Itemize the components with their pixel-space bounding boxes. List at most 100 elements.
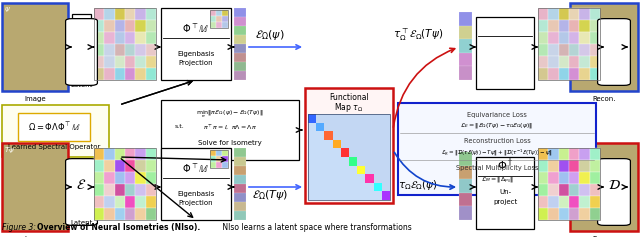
Text: $T\psi$: $T\psi$	[4, 145, 15, 155]
Text: Equivariance Loss: Equivariance Loss	[467, 112, 527, 118]
Bar	[589, 32, 600, 44]
Text: Un-: Un-	[499, 49, 511, 55]
Bar	[382, 131, 390, 140]
Bar	[559, 196, 569, 208]
Bar	[579, 8, 589, 20]
Bar	[365, 166, 374, 174]
Bar	[222, 22, 228, 28]
Bar	[569, 172, 579, 184]
Text: $\tau_\Omega\mathcal{E}_\Omega(\psi)$: $\tau_\Omega\mathcal{E}_\Omega(\psi)$	[398, 178, 438, 192]
Bar	[365, 174, 374, 183]
Bar	[104, 172, 115, 184]
Bar	[382, 123, 390, 131]
Bar	[559, 8, 569, 20]
Bar	[308, 114, 316, 123]
Bar	[125, 196, 135, 208]
Bar	[115, 184, 125, 196]
Bar	[104, 68, 115, 80]
Bar	[569, 208, 579, 220]
Bar	[146, 32, 156, 44]
Bar	[538, 148, 548, 160]
Bar	[146, 44, 156, 56]
Bar	[559, 184, 569, 196]
Text: $\Phi^\dagger$: $\Phi^\dagger$	[497, 17, 513, 33]
Bar	[210, 150, 228, 168]
Bar	[94, 44, 104, 56]
Bar	[125, 208, 135, 220]
Bar	[125, 148, 135, 160]
Bar	[324, 114, 333, 123]
Bar	[146, 68, 156, 80]
FancyBboxPatch shape	[598, 159, 630, 225]
Bar	[94, 8, 104, 20]
Bar	[365, 157, 374, 166]
Bar	[115, 8, 125, 20]
Bar	[579, 44, 589, 56]
Bar	[234, 62, 246, 71]
Bar	[94, 32, 104, 44]
Bar	[216, 10, 222, 16]
Bar	[135, 8, 146, 20]
Bar	[333, 131, 341, 140]
Bar	[216, 162, 222, 168]
Bar	[125, 56, 135, 68]
Bar	[316, 114, 324, 123]
Text: Image: Image	[24, 236, 46, 237]
Bar	[94, 20, 104, 32]
Bar	[349, 114, 357, 123]
Bar	[125, 44, 135, 56]
Text: $\mathcal{E}$: $\mathcal{E}$	[76, 38, 86, 52]
Bar	[357, 131, 365, 140]
Bar	[579, 148, 589, 160]
Bar	[569, 160, 579, 172]
Bar	[115, 148, 125, 160]
Bar	[459, 152, 472, 166]
Bar	[234, 166, 246, 175]
Bar	[115, 56, 125, 68]
Text: Solve for Isometry: Solve for Isometry	[198, 140, 262, 146]
Text: Latent: Latent	[70, 82, 93, 88]
Bar	[234, 202, 246, 211]
Bar	[459, 66, 472, 80]
Bar	[341, 148, 349, 157]
Bar	[94, 56, 104, 68]
Bar	[324, 131, 333, 140]
Text: Recon.: Recon.	[592, 236, 616, 237]
Bar	[104, 20, 115, 32]
Bar	[548, 208, 559, 220]
Bar	[569, 148, 579, 160]
Bar	[210, 150, 216, 156]
Bar	[104, 32, 115, 44]
Bar	[125, 32, 135, 44]
Bar	[216, 16, 222, 22]
Bar	[349, 123, 357, 131]
Text: $\tau_\Omega^\top\mathcal{E}_\Omega(T\psi)$: $\tau_\Omega^\top\mathcal{E}_\Omega(T\ps…	[393, 27, 443, 43]
Text: Learned Spectral Operator: Learned Spectral Operator	[8, 144, 100, 150]
Bar	[308, 114, 390, 200]
Text: $\Phi^\dagger$: $\Phi^\dagger$	[497, 157, 513, 173]
Bar	[234, 71, 246, 80]
Bar	[135, 32, 146, 44]
Bar	[382, 183, 390, 191]
Bar	[146, 184, 156, 196]
Bar	[94, 196, 104, 208]
Bar	[222, 150, 228, 156]
Bar	[333, 140, 341, 148]
Bar	[538, 208, 548, 220]
Bar	[146, 208, 156, 220]
Bar	[234, 211, 246, 220]
Bar	[382, 114, 390, 123]
Bar	[94, 148, 104, 160]
Bar	[135, 68, 146, 80]
Bar	[210, 16, 216, 22]
Bar	[589, 44, 600, 56]
Bar	[548, 68, 559, 80]
Text: Spectral Multiplicity Loss: Spectral Multiplicity Loss	[456, 165, 538, 171]
Bar	[538, 148, 600, 220]
Bar	[357, 166, 365, 174]
Bar	[341, 114, 349, 123]
FancyBboxPatch shape	[476, 17, 534, 89]
FancyBboxPatch shape	[598, 19, 630, 85]
Bar	[548, 172, 559, 184]
Bar	[459, 206, 472, 220]
